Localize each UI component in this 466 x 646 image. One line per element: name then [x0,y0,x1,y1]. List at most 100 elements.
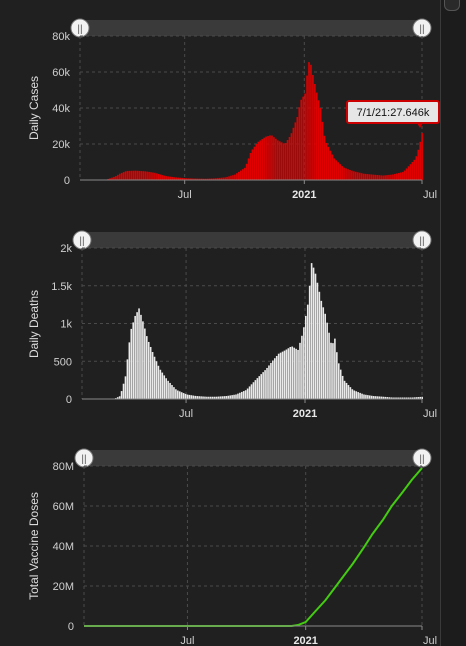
cases-bar [382,175,384,180]
cases-bar [288,137,291,180]
cases-bar [261,139,264,180]
expand-icon[interactable] [444,0,460,11]
deaths-bar [211,396,214,399]
deaths-bar [336,352,338,399]
scrollbar-track[interactable] [441,0,466,646]
deaths-bar [132,322,135,399]
vaccine-range-slider[interactable]: || || [74,448,432,468]
cases-bar [282,143,285,180]
cases-bar [278,141,281,180]
cases-bar [292,127,295,180]
cases-bar [257,141,260,180]
cases-slider-track[interactable] [80,20,422,36]
cases-bar [230,175,232,180]
deaths-chart: || || 0 500 1k 1.5k 2k Jul 2021 Jul Daily Deat… [27,230,437,420]
cases-bar [183,178,185,180]
deaths-bar [411,397,414,399]
deaths-bar [186,394,189,399]
deaths-bar [182,393,185,399]
vaccine-x-ticks: Jul 2021 Jul [180,626,437,646]
deaths-y-tick-label: 500 [54,356,72,368]
cases-bars [81,62,423,180]
cases-bar [208,178,211,180]
deaths-bar [299,342,301,399]
deaths-bar [400,397,402,399]
cases-bar [191,178,193,180]
deaths-bar [386,397,389,399]
cases-bar [419,141,421,180]
deaths-bar [159,369,162,399]
deaths-bar [355,391,358,399]
deaths-bar [161,372,164,399]
deaths-bar [227,395,230,399]
deaths-bar [204,396,206,399]
cases-bar [388,174,390,180]
cases-bar [378,175,381,180]
deaths-bar [396,397,398,399]
deaths-bar [252,382,255,399]
cases-bar [290,133,293,180]
cases-bar [204,178,207,180]
deaths-bar [301,335,303,399]
cases-bar [122,172,125,180]
vaccine-y-tick-label: 20M [53,581,74,593]
cases-bar [300,99,303,180]
deaths-bar [384,396,387,399]
cases-bar [280,142,283,180]
cases-bar [119,173,121,180]
cases-bar [156,173,158,180]
deaths-bar [268,365,270,399]
deaths-bar [217,396,220,399]
vaccine-y-tick-label: 60M [53,501,74,513]
deaths-bar [138,308,140,399]
cases-bar [202,178,205,180]
deaths-bar [337,363,340,399]
vaccine-slider-track[interactable] [84,450,422,466]
cases-bar [407,166,410,180]
deaths-bar [419,396,422,399]
deaths-bar [242,391,245,399]
deaths-bar [200,396,202,399]
cases-bar [275,138,277,180]
deaths-bar [297,349,299,399]
deaths-bar [359,392,361,399]
cases-x-ticks: Jul 2021 Jul [178,180,437,201]
cases-bar [269,135,271,180]
cases-bar [132,170,135,180]
deaths-bar [155,361,158,399]
cases-bar [200,178,203,180]
cases-bar [413,159,416,180]
deaths-bar [339,369,342,399]
cases-bar [368,174,371,180]
vaccine-y-tick-label: 40M [53,541,74,553]
deaths-bar [223,396,226,399]
deaths-bar [157,365,160,399]
deaths-bar [347,385,350,399]
deaths-bar [173,387,175,399]
deaths-bar [401,397,404,399]
deaths-bar [305,315,307,399]
cases-bar [198,178,201,180]
deaths-slider-track[interactable] [82,232,422,248]
cases-bar [163,175,166,180]
deaths-bar [281,351,284,399]
cases-bar [312,75,314,180]
cases-bar [374,174,377,180]
deaths-bar [202,396,204,399]
deaths-bar [167,380,169,399]
cases-bar [117,174,119,180]
cases-bar [142,171,145,180]
deaths-bar [363,394,365,399]
deaths-bar [196,396,199,399]
cases-bar [111,177,113,180]
deaths-bar [192,395,195,399]
cases-bar [319,108,322,180]
deaths-bar [310,263,313,399]
deaths-bar [413,397,416,399]
deaths-bar [225,396,228,399]
vaccine-slider-right-grip-icon: || [419,454,424,465]
deaths-range-slider[interactable]: || || [72,230,432,250]
cases-bar [148,171,150,180]
cases-bar [138,170,141,180]
cases-range-slider[interactable]: || || [70,18,432,38]
